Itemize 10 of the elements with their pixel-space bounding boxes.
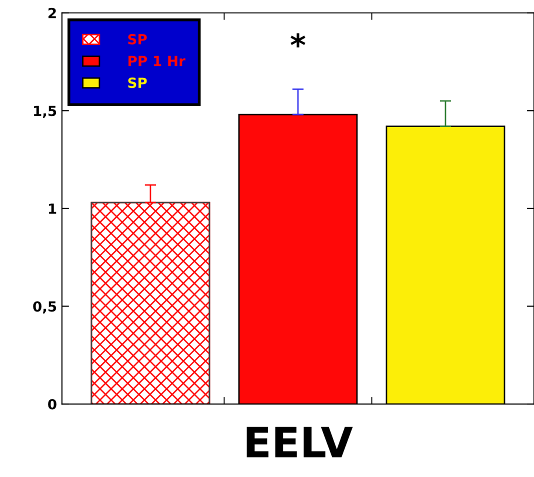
x-axis-title: EELV (246, 426, 353, 458)
y-tick-label: 1 (48, 204, 56, 214)
y-tick-label: 2 (48, 8, 56, 18)
y-tick-label: 0,5 (33, 301, 56, 314)
annotation: * (290, 33, 306, 48)
y-tick-label: 0 (48, 398, 56, 410)
y-tick-label: 1,5 (34, 106, 56, 118)
legend-label: SP (128, 78, 147, 88)
legend-label: PP 1 Hr (128, 56, 186, 66)
legend-label: SP (128, 34, 147, 44)
